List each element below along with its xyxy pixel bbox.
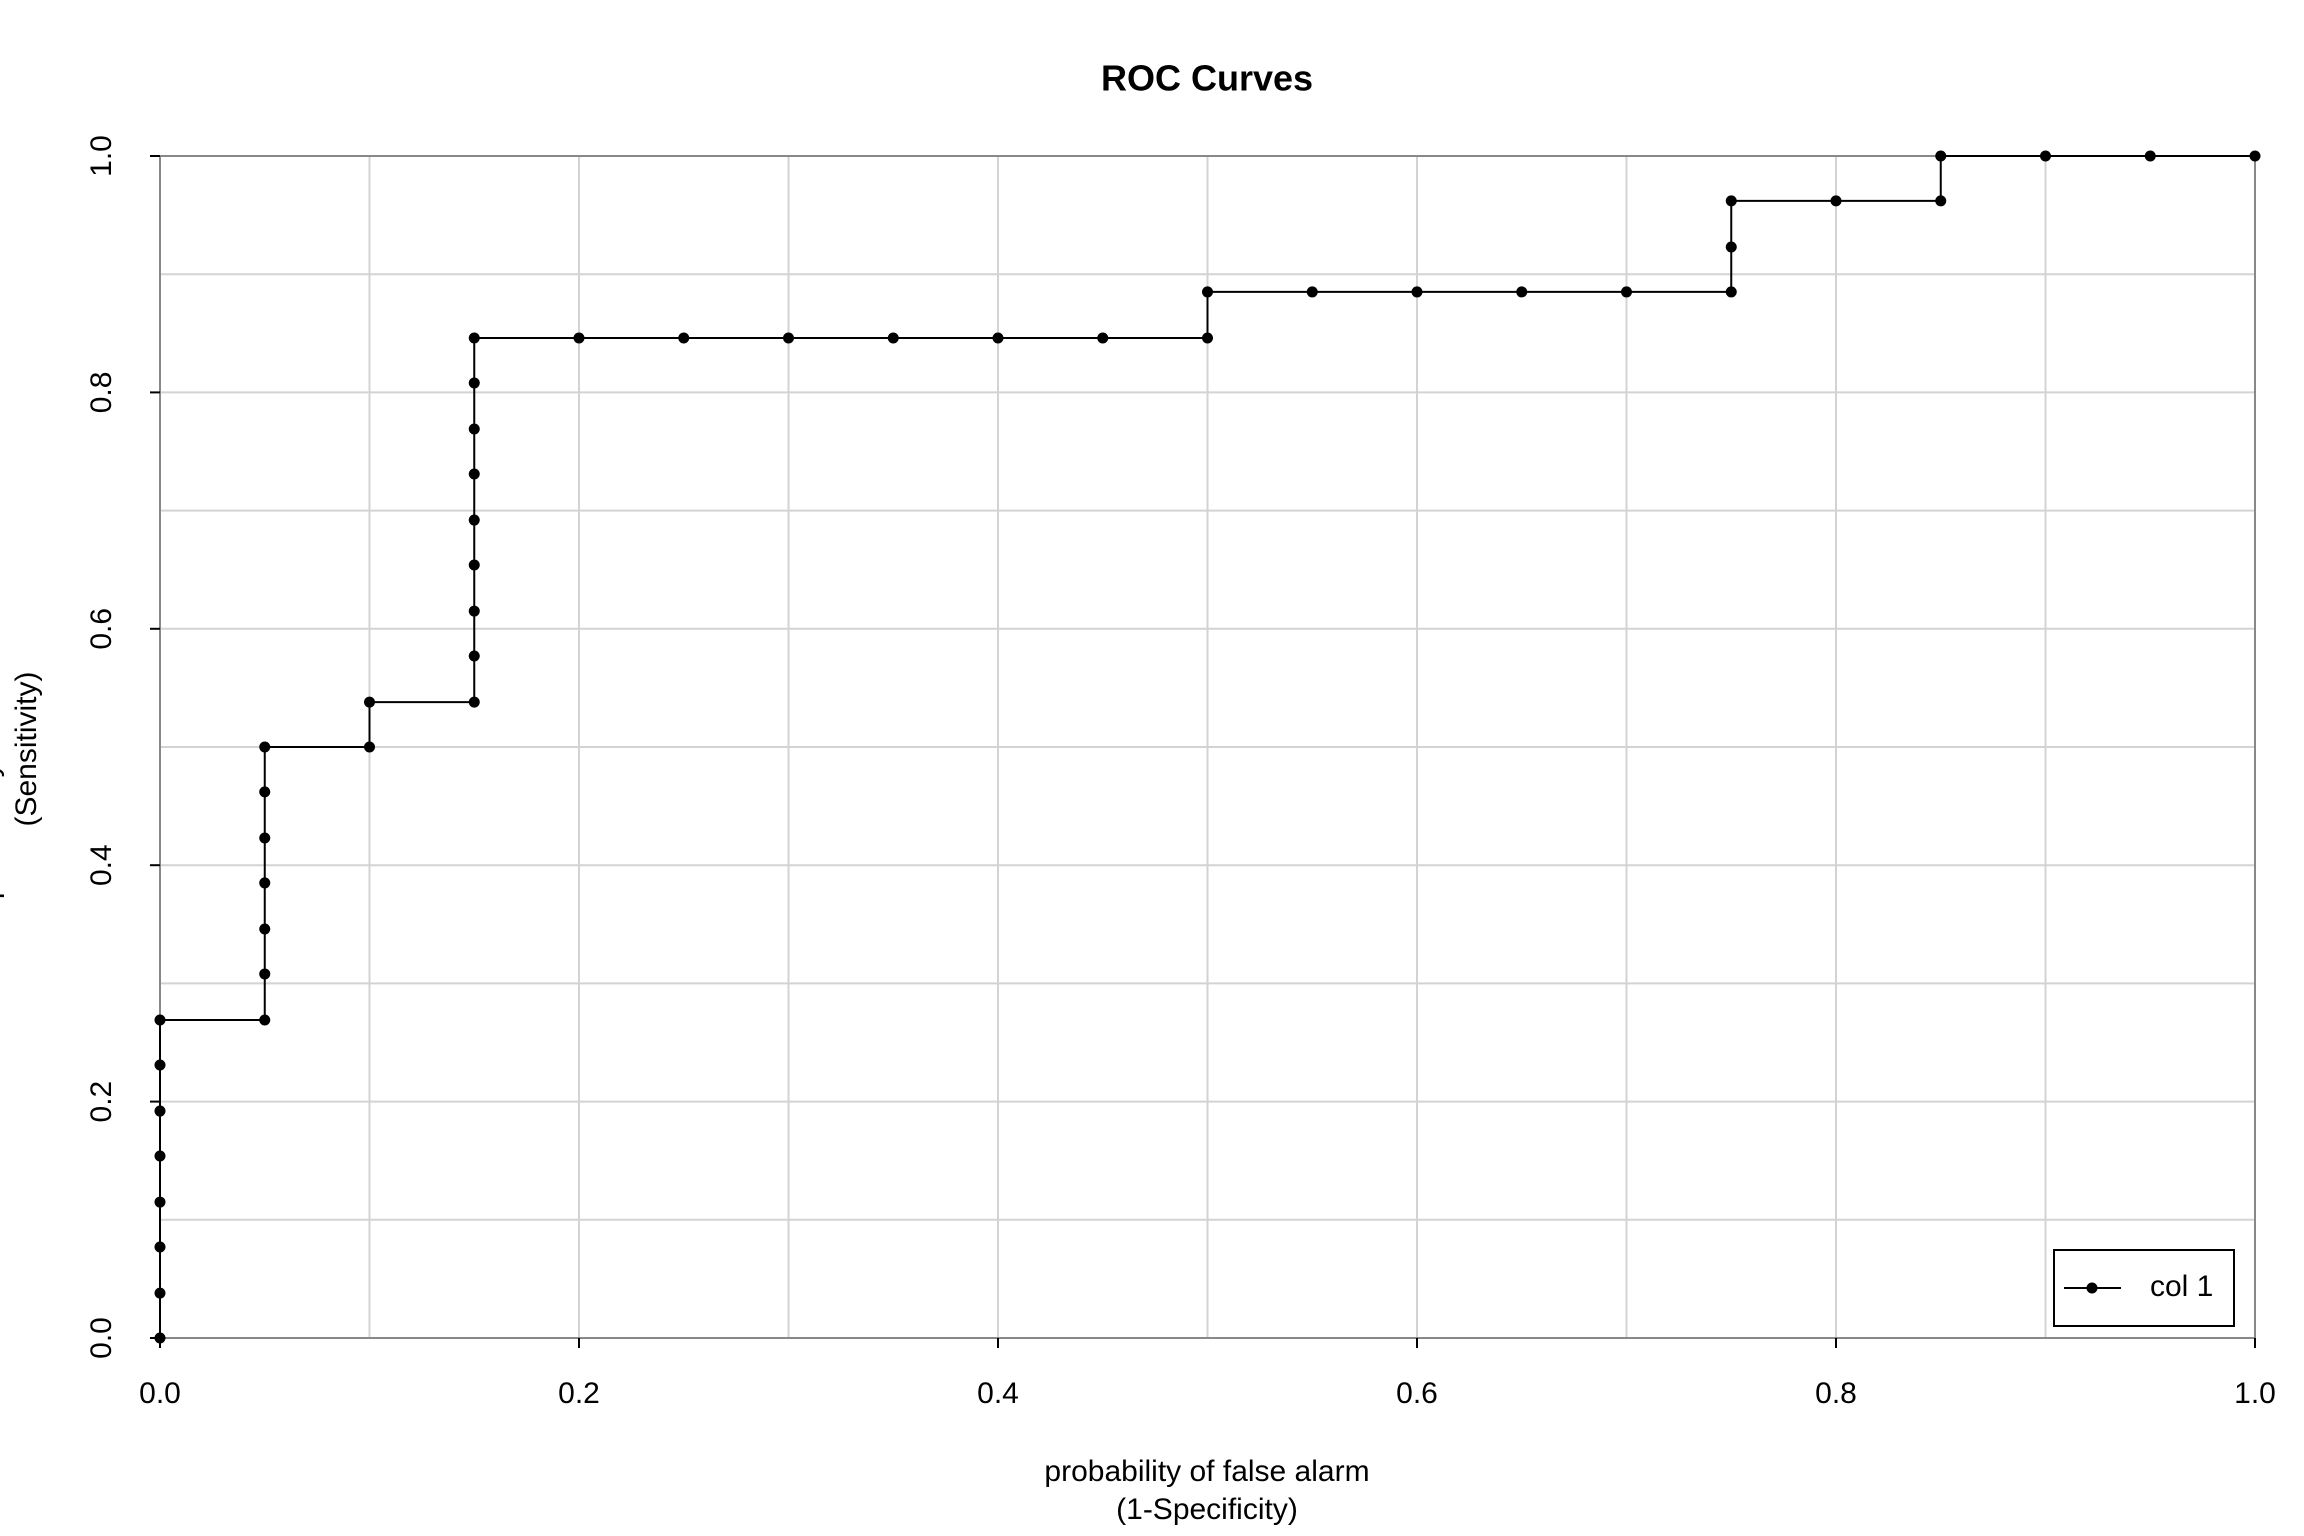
data-point: [468, 423, 480, 435]
y-tick-label: 0.2: [85, 1081, 118, 1123]
data-point: [259, 741, 271, 753]
data-point: [1830, 195, 1842, 207]
legend: col 1: [2053, 1249, 2235, 1327]
x-tick-label: 0.8: [1815, 1377, 1857, 1410]
data-point: [259, 968, 271, 980]
data-point: [1725, 241, 1737, 253]
legend-label: col 1: [2150, 1270, 2213, 1303]
data-point: [259, 877, 271, 889]
data-point: [468, 650, 480, 662]
data-point: [154, 1150, 166, 1162]
data-point: [1202, 286, 1213, 298]
data-point: [1202, 332, 1213, 344]
data-point: [992, 332, 1004, 344]
data-point: [154, 1105, 166, 1117]
data-point: [154, 1196, 166, 1208]
data-point: [154, 1059, 166, 1071]
data-point: [1725, 286, 1737, 298]
data-point: [468, 696, 480, 708]
x-axis-label: probability of false alarm: [1044, 1455, 1369, 1488]
data-point: [154, 1332, 166, 1344]
data-point: [259, 786, 271, 798]
y-tick-label: 0.8: [85, 372, 118, 414]
data-point: [1935, 195, 1947, 207]
data-point: [678, 332, 690, 344]
data-point: [259, 1014, 271, 1026]
y-axis-label: probability of detection: [0, 599, 5, 899]
data-point: [154, 1241, 166, 1253]
x-tick-label: 0.6: [1396, 1377, 1438, 1410]
y-tick-label: 1.0: [85, 135, 118, 177]
x-tick-label: 0.4: [977, 1377, 1019, 1410]
data-point: [2249, 150, 2261, 162]
data-point: [468, 605, 480, 617]
data-point: [468, 332, 480, 344]
data-point: [1516, 286, 1528, 298]
x-tick-label: 0.0: [139, 1377, 181, 1410]
plot-frame: [159, 155, 2256, 1339]
data-point: [259, 832, 271, 844]
data-point: [783, 332, 794, 344]
data-point: [1935, 150, 1947, 162]
legend-marker: [2086, 1282, 2098, 1294]
data-point: [1411, 286, 1423, 298]
data-point: [154, 1287, 166, 1299]
chart-title: ROC Curves: [1101, 58, 1313, 99]
data-point: [364, 696, 375, 708]
data-point: [887, 332, 899, 344]
y-tick-label: 0.6: [85, 608, 118, 650]
y-axis-label: (Sensitivity): [10, 671, 43, 826]
x-axis-label: (1-Specificity): [1116, 1493, 1298, 1526]
y-tick-label: 0.0: [85, 1317, 118, 1359]
y-tick-label: 0.4: [85, 844, 118, 886]
data-point: [468, 468, 480, 480]
data-point: [573, 332, 585, 344]
data-point: [364, 741, 375, 753]
data-point: [468, 559, 480, 571]
data-point: [1306, 286, 1318, 298]
data-point: [2040, 150, 2051, 162]
data-point: [468, 514, 480, 526]
x-tick-label: 1.0: [2234, 1377, 2276, 1410]
data-point: [468, 377, 480, 389]
data-point: [1621, 286, 1632, 298]
data-point: [2144, 150, 2156, 162]
data-point: [1725, 195, 1737, 207]
x-tick-label: 0.2: [558, 1377, 600, 1410]
data-point: [259, 923, 271, 935]
data-point: [154, 1014, 166, 1026]
data-point: [1097, 332, 1109, 344]
